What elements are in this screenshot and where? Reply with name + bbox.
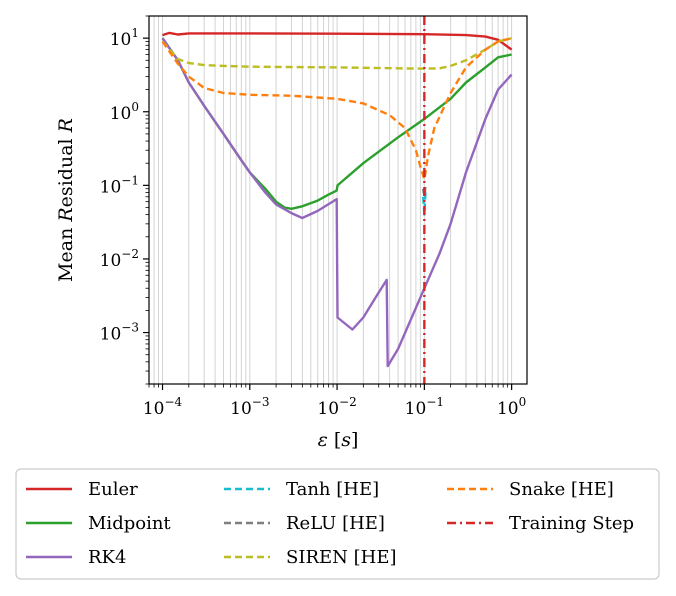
legend: Euler Midpoint RK4 Tanh [HE] ReLU [HE] SIREN …	[15, 468, 660, 580]
series-euler-line	[162, 31, 513, 51]
y-tick-label: 101	[110, 26, 139, 50]
x-tick-label: 10−2	[317, 395, 356, 419]
series-siren-he-line	[161, 37, 512, 70]
series-rk4-line	[161, 37, 513, 368]
y-tick-label: 10−3	[100, 321, 139, 345]
x-tick-label: 100	[497, 395, 526, 419]
legend-label-tanh-he: Tanh [HE]	[286, 479, 379, 500]
x-tick-label: 10−3	[230, 395, 269, 419]
legend-label-midpoint: Midpoint	[88, 513, 171, 534]
series-layer	[161, 16, 513, 384]
legend-frame	[15, 468, 660, 580]
legend-label-rk4: RK4	[88, 547, 126, 568]
x-tick-label: 10−1	[405, 395, 444, 419]
legend-label-euler: Euler	[88, 479, 138, 500]
plot-frame	[148, 15, 528, 385]
y-tick-label: 10−2	[100, 247, 139, 271]
y-axis-label: Mean Residual R	[55, 118, 77, 282]
legend-label-relu-he: ReLU [HE]	[286, 513, 385, 534]
legend-label-snake-he: Snake [HE]	[509, 479, 614, 500]
x-tick-label: 10−4	[143, 395, 183, 419]
series-snake-he-line	[161, 37, 512, 181]
x-axis-label: ε [s]	[318, 429, 359, 451]
legend-label-siren-he: SIREN [HE]	[286, 547, 397, 568]
ticks: 10−4 10−3 10−2 10−1 100 10−3 10−2 10−1 100 101	[100, 15, 526, 419]
legend-label-training-step: Training Step	[509, 513, 634, 534]
y-tick-label: 100	[110, 100, 139, 124]
y-tick-label: 10−1	[100, 173, 139, 197]
